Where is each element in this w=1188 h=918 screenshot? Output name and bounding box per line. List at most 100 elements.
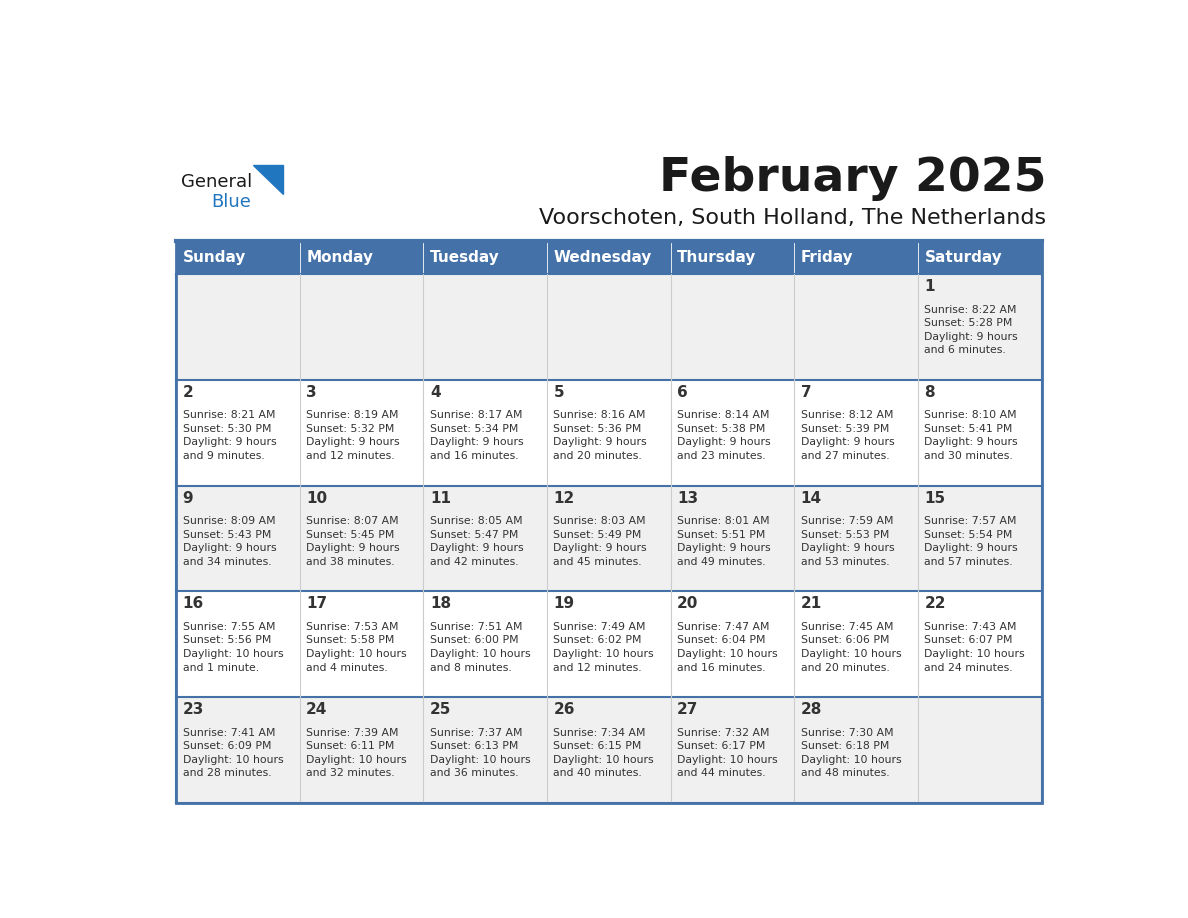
Text: General: General: [181, 174, 252, 192]
Bar: [671, 486, 795, 591]
Text: 25: 25: [430, 702, 451, 717]
Text: Sunday: Sunday: [183, 250, 246, 265]
Text: Sunrise: 8:14 AM
Sunset: 5:38 PM
Daylight: 9 hours
and 23 minutes.: Sunrise: 8:14 AM Sunset: 5:38 PM Dayligh…: [677, 410, 771, 461]
Bar: [795, 380, 918, 486]
Text: 7: 7: [801, 385, 811, 400]
Bar: [299, 274, 423, 380]
Text: 24: 24: [307, 702, 328, 717]
Text: Sunrise: 8:17 AM
Sunset: 5:34 PM
Daylight: 9 hours
and 16 minutes.: Sunrise: 8:17 AM Sunset: 5:34 PM Dayligh…: [430, 410, 524, 461]
Text: 15: 15: [924, 490, 946, 506]
Bar: [176, 380, 299, 486]
Bar: [546, 697, 671, 803]
Text: Sunrise: 8:07 AM
Sunset: 5:45 PM
Daylight: 9 hours
and 38 minutes.: Sunrise: 8:07 AM Sunset: 5:45 PM Dayligh…: [307, 516, 400, 566]
Bar: [795, 591, 918, 697]
Bar: [918, 591, 1042, 697]
Text: 9: 9: [183, 490, 194, 506]
Bar: [918, 241, 1042, 274]
Bar: [795, 697, 918, 803]
Text: February 2025: February 2025: [658, 156, 1047, 201]
Bar: [795, 486, 918, 591]
Text: 23: 23: [183, 702, 204, 717]
Bar: [299, 380, 423, 486]
Text: Tuesday: Tuesday: [430, 250, 500, 265]
Bar: [423, 380, 546, 486]
Text: Friday: Friday: [801, 250, 853, 265]
Text: Sunrise: 7:32 AM
Sunset: 6:17 PM
Daylight: 10 hours
and 44 minutes.: Sunrise: 7:32 AM Sunset: 6:17 PM Dayligh…: [677, 728, 778, 778]
Text: Voorschoten, South Holland, The Netherlands: Voorschoten, South Holland, The Netherla…: [539, 207, 1047, 228]
Bar: [918, 274, 1042, 380]
Bar: [795, 274, 918, 380]
Text: 5: 5: [554, 385, 564, 400]
Bar: [671, 591, 795, 697]
Text: 28: 28: [801, 702, 822, 717]
Polygon shape: [253, 165, 283, 194]
Text: Sunrise: 7:57 AM
Sunset: 5:54 PM
Daylight: 9 hours
and 57 minutes.: Sunrise: 7:57 AM Sunset: 5:54 PM Dayligh…: [924, 516, 1018, 566]
Text: 21: 21: [801, 597, 822, 611]
Text: Sunrise: 8:12 AM
Sunset: 5:39 PM
Daylight: 9 hours
and 27 minutes.: Sunrise: 8:12 AM Sunset: 5:39 PM Dayligh…: [801, 410, 895, 461]
Text: Sunrise: 8:05 AM
Sunset: 5:47 PM
Daylight: 9 hours
and 42 minutes.: Sunrise: 8:05 AM Sunset: 5:47 PM Dayligh…: [430, 516, 524, 566]
Text: 12: 12: [554, 490, 575, 506]
Bar: [176, 486, 299, 591]
Bar: [299, 697, 423, 803]
Text: 10: 10: [307, 490, 328, 506]
Text: 26: 26: [554, 702, 575, 717]
Text: Sunrise: 7:43 AM
Sunset: 6:07 PM
Daylight: 10 hours
and 24 minutes.: Sunrise: 7:43 AM Sunset: 6:07 PM Dayligh…: [924, 621, 1025, 673]
Text: Sunrise: 7:51 AM
Sunset: 6:00 PM
Daylight: 10 hours
and 8 minutes.: Sunrise: 7:51 AM Sunset: 6:00 PM Dayligh…: [430, 621, 531, 673]
Bar: [299, 486, 423, 591]
Text: 27: 27: [677, 702, 699, 717]
Text: 13: 13: [677, 490, 699, 506]
Bar: [918, 380, 1042, 486]
Text: Sunrise: 7:37 AM
Sunset: 6:13 PM
Daylight: 10 hours
and 36 minutes.: Sunrise: 7:37 AM Sunset: 6:13 PM Dayligh…: [430, 728, 531, 778]
Text: 16: 16: [183, 597, 204, 611]
Bar: [299, 241, 423, 274]
Bar: [795, 241, 918, 274]
Text: 3: 3: [307, 385, 317, 400]
Bar: [176, 241, 299, 274]
Text: Wednesday: Wednesday: [554, 250, 652, 265]
Bar: [546, 274, 671, 380]
Text: Sunrise: 7:41 AM
Sunset: 6:09 PM
Daylight: 10 hours
and 28 minutes.: Sunrise: 7:41 AM Sunset: 6:09 PM Dayligh…: [183, 728, 283, 778]
Text: 6: 6: [677, 385, 688, 400]
Bar: [299, 591, 423, 697]
Bar: [423, 241, 546, 274]
Text: Monday: Monday: [307, 250, 373, 265]
Text: Sunrise: 8:10 AM
Sunset: 5:41 PM
Daylight: 9 hours
and 30 minutes.: Sunrise: 8:10 AM Sunset: 5:41 PM Dayligh…: [924, 410, 1018, 461]
Text: Sunrise: 7:45 AM
Sunset: 6:06 PM
Daylight: 10 hours
and 20 minutes.: Sunrise: 7:45 AM Sunset: 6:06 PM Dayligh…: [801, 621, 902, 673]
Bar: [671, 380, 795, 486]
Text: Sunrise: 7:55 AM
Sunset: 5:56 PM
Daylight: 10 hours
and 1 minute.: Sunrise: 7:55 AM Sunset: 5:56 PM Dayligh…: [183, 621, 283, 673]
Text: Sunrise: 8:01 AM
Sunset: 5:51 PM
Daylight: 9 hours
and 49 minutes.: Sunrise: 8:01 AM Sunset: 5:51 PM Dayligh…: [677, 516, 771, 566]
Text: 22: 22: [924, 597, 946, 611]
Text: 14: 14: [801, 490, 822, 506]
Text: 11: 11: [430, 490, 450, 506]
Text: 20: 20: [677, 597, 699, 611]
Text: Sunrise: 7:34 AM
Sunset: 6:15 PM
Daylight: 10 hours
and 40 minutes.: Sunrise: 7:34 AM Sunset: 6:15 PM Dayligh…: [554, 728, 655, 778]
Text: Saturday: Saturday: [924, 250, 1003, 265]
Text: 2: 2: [183, 385, 194, 400]
Text: Blue: Blue: [211, 194, 251, 211]
Text: Sunrise: 7:49 AM
Sunset: 6:02 PM
Daylight: 10 hours
and 12 minutes.: Sunrise: 7:49 AM Sunset: 6:02 PM Dayligh…: [554, 621, 655, 673]
Bar: [671, 697, 795, 803]
Bar: [918, 697, 1042, 803]
Text: Sunrise: 7:30 AM
Sunset: 6:18 PM
Daylight: 10 hours
and 48 minutes.: Sunrise: 7:30 AM Sunset: 6:18 PM Dayligh…: [801, 728, 902, 778]
Text: 19: 19: [554, 597, 575, 611]
Bar: [671, 241, 795, 274]
Text: Sunrise: 7:39 AM
Sunset: 6:11 PM
Daylight: 10 hours
and 32 minutes.: Sunrise: 7:39 AM Sunset: 6:11 PM Dayligh…: [307, 728, 406, 778]
Text: Sunrise: 7:53 AM
Sunset: 5:58 PM
Daylight: 10 hours
and 4 minutes.: Sunrise: 7:53 AM Sunset: 5:58 PM Dayligh…: [307, 621, 406, 673]
Bar: [546, 591, 671, 697]
Bar: [176, 697, 299, 803]
Text: 1: 1: [924, 279, 935, 294]
Text: Sunrise: 7:59 AM
Sunset: 5:53 PM
Daylight: 9 hours
and 53 minutes.: Sunrise: 7:59 AM Sunset: 5:53 PM Dayligh…: [801, 516, 895, 566]
Text: 18: 18: [430, 597, 451, 611]
Bar: [546, 241, 671, 274]
Bar: [176, 591, 299, 697]
Bar: [546, 486, 671, 591]
Text: Thursday: Thursday: [677, 250, 757, 265]
Bar: [671, 274, 795, 380]
Bar: [423, 591, 546, 697]
Bar: [176, 241, 1042, 803]
Text: 4: 4: [430, 385, 441, 400]
Bar: [176, 274, 299, 380]
Text: Sunrise: 8:19 AM
Sunset: 5:32 PM
Daylight: 9 hours
and 12 minutes.: Sunrise: 8:19 AM Sunset: 5:32 PM Dayligh…: [307, 410, 400, 461]
Bar: [423, 697, 546, 803]
Text: Sunrise: 8:16 AM
Sunset: 5:36 PM
Daylight: 9 hours
and 20 minutes.: Sunrise: 8:16 AM Sunset: 5:36 PM Dayligh…: [554, 410, 647, 461]
